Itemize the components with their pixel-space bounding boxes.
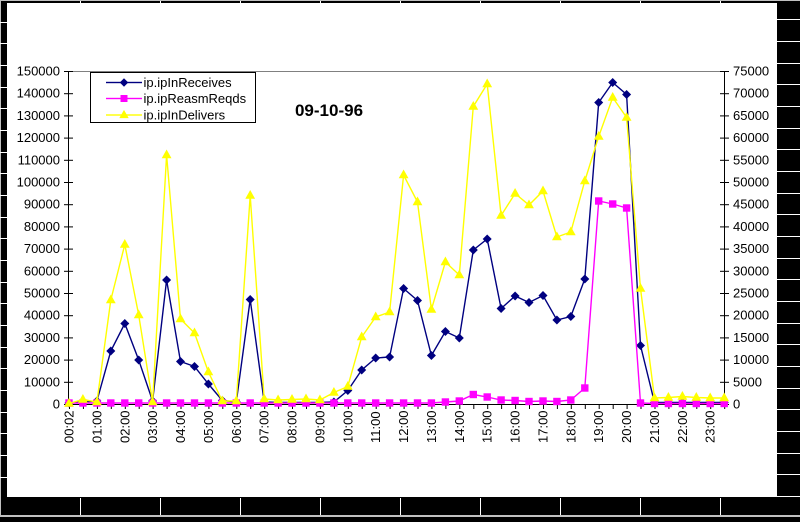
svg-text:110000: 110000 (18, 152, 60, 167)
svg-text:150000: 150000 (17, 64, 60, 79)
svg-text:65000: 65000 (733, 108, 769, 123)
svg-text:10:00: 10:00 (340, 410, 355, 443)
svg-text:60000: 60000 (24, 263, 60, 278)
svg-text:09:00: 09:00 (312, 410, 327, 443)
svg-text:21:00: 21:00 (647, 410, 662, 443)
svg-text:13:00: 13:00 (424, 410, 439, 443)
svg-text:100000: 100000 (17, 175, 60, 190)
svg-text:140000: 140000 (17, 86, 60, 101)
svg-text:70000: 70000 (24, 241, 60, 256)
svg-text:35000: 35000 (733, 241, 769, 256)
svg-text:03:00: 03:00 (145, 410, 160, 443)
svg-text:ip.ipInDelivers: ip.ipInDelivers (144, 108, 226, 123)
svg-text:15:00: 15:00 (480, 410, 495, 443)
svg-text:40000: 40000 (24, 308, 60, 323)
svg-text:45000: 45000 (733, 197, 769, 212)
svg-text:06:00: 06:00 (229, 410, 244, 443)
svg-text:120000: 120000 (17, 130, 60, 145)
svg-text:130000: 130000 (17, 108, 60, 123)
svg-text:02:00: 02:00 (117, 410, 132, 443)
svg-text:90000: 90000 (24, 197, 60, 212)
svg-text:ip.ipInReceives: ip.ipInReceives (144, 75, 233, 90)
svg-text:01:00: 01:00 (89, 410, 104, 443)
svg-text:30000: 30000 (24, 330, 60, 345)
svg-text:20:00: 20:00 (619, 410, 634, 443)
svg-text:80000: 80000 (24, 219, 60, 234)
svg-text:70000: 70000 (733, 86, 769, 101)
svg-text:05:00: 05:00 (201, 410, 216, 443)
svg-text:14:00: 14:00 (452, 410, 467, 443)
svg-text:15000: 15000 (733, 330, 769, 345)
svg-text:23:00: 23:00 (703, 410, 718, 443)
svg-text:22:00: 22:00 (675, 410, 690, 443)
svg-text:17:00: 17:00 (536, 410, 551, 443)
svg-text:0: 0 (733, 397, 740, 412)
svg-text:16:00: 16:00 (508, 410, 523, 443)
svg-text:10000: 10000 (24, 374, 60, 389)
svg-text:50000: 50000 (733, 175, 769, 190)
svg-text:75000: 75000 (733, 64, 769, 79)
svg-text:ip.ipReasmReqds: ip.ipReasmReqds (144, 91, 247, 106)
svg-text:20000: 20000 (24, 352, 60, 367)
svg-text:11:00: 11:00 (368, 411, 383, 443)
svg-text:04:00: 04:00 (173, 410, 188, 443)
svg-text:19:00: 19:00 (591, 410, 606, 443)
svg-text:10000: 10000 (733, 352, 769, 367)
svg-text:5000: 5000 (733, 374, 762, 389)
svg-text:40000: 40000 (733, 219, 769, 234)
svg-text:60000: 60000 (733, 130, 769, 145)
svg-text:55000: 55000 (733, 152, 769, 167)
svg-text:12:00: 12:00 (396, 410, 411, 443)
svg-text:09-10-96: 09-10-96 (295, 101, 363, 120)
svg-text:00:02: 00:02 (62, 410, 77, 443)
svg-text:08:00: 08:00 (285, 410, 300, 443)
svg-text:30000: 30000 (733, 263, 769, 278)
svg-text:18:00: 18:00 (563, 410, 578, 443)
svg-text:0: 0 (53, 397, 60, 412)
svg-text:20000: 20000 (733, 308, 769, 323)
svg-text:25000: 25000 (733, 286, 769, 301)
svg-text:50000: 50000 (24, 286, 60, 301)
svg-text:07:00: 07:00 (257, 410, 272, 443)
